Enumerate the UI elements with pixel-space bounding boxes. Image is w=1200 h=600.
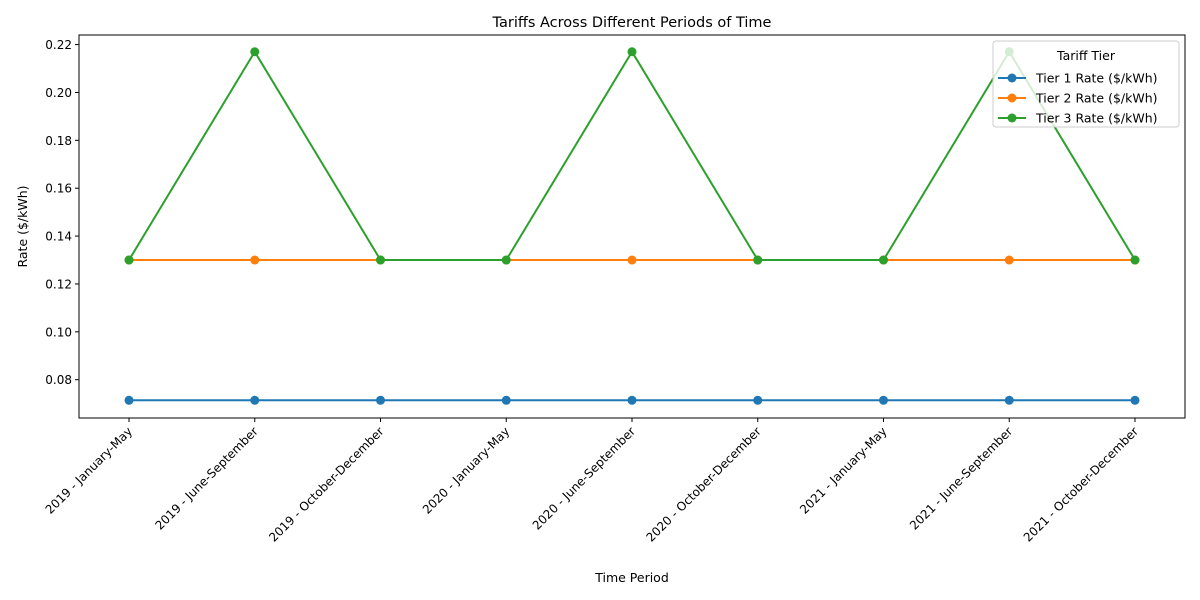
series-3: [124, 47, 1140, 265]
data-point: [376, 395, 385, 405]
data-point: [1004, 255, 1014, 265]
data-point: [879, 255, 888, 265]
data-point: [753, 255, 763, 265]
legend-label: Tier 1 Rate ($/kWh): [1035, 71, 1158, 86]
data-point: [1130, 255, 1140, 265]
y-axis-label: Rate ($/kWh): [15, 185, 30, 267]
x-tick-label: 2019 - June-September: [152, 424, 260, 532]
y-tick-label: 0.18: [45, 134, 72, 148]
legend-item: Tier 2 Rate ($/kWh): [998, 91, 1158, 106]
legend-swatch-marker: [1007, 73, 1017, 83]
data-point: [501, 395, 511, 405]
series-layer: [124, 47, 1140, 405]
data-point: [1004, 395, 1014, 405]
y-tick-label: 0.20: [45, 86, 72, 100]
x-tick-label: 2021 - October-December: [1021, 424, 1141, 544]
data-point: [879, 395, 888, 405]
x-tick-label: 2021 - June-September: [907, 424, 1015, 532]
y-tick-label: 0.16: [45, 182, 72, 196]
legend-swatch-marker: [1007, 93, 1017, 103]
y-tick-label: 0.12: [45, 277, 72, 291]
x-axis: 2019 - January-May 2019 - June-September 2…: [43, 418, 1141, 545]
x-tick-label: 2020 - October-December: [643, 424, 763, 544]
data-point: [753, 395, 763, 405]
y-tick-label: 0.14: [45, 230, 72, 244]
data-point: [627, 395, 637, 405]
data-point: [376, 255, 385, 265]
x-tick-label: 2021 - January-May: [797, 424, 890, 517]
data-point: [124, 395, 134, 405]
legend-box: [992, 40, 1180, 128]
data-point: [250, 47, 260, 57]
data-point: [250, 255, 260, 265]
y-tick-label: 0.22: [45, 38, 72, 52]
series-2: [124, 255, 1140, 265]
x-axis-label: Time Period: [594, 570, 669, 585]
legend-swatch-marker: [1007, 113, 1017, 123]
y-tick-label: 0.08: [45, 373, 72, 387]
x-tick-label: 2019 - October-December: [266, 424, 386, 544]
x-tick-label: 2019 - January-May: [43, 424, 136, 517]
legend-title: Tariff Tier: [1056, 48, 1116, 63]
x-tick-label: 2020 - January-May: [420, 424, 513, 517]
chart-title: Tariffs Across Different Periods of Time: [492, 15, 772, 31]
legend-item: Tier 3 Rate ($/kWh): [998, 111, 1158, 126]
data-point: [124, 255, 134, 265]
x-tick-label: 2020 - June-September: [530, 424, 638, 532]
legend-label: Tier 2 Rate ($/kWh): [1035, 91, 1158, 106]
series-line: [128, 50, 1136, 262]
data-point: [1130, 395, 1140, 405]
data-point: [627, 255, 637, 265]
data-point: [627, 47, 637, 57]
y-tick-label: 0.10: [45, 325, 72, 339]
legend-label: Tier 3 Rate ($/kWh): [1035, 111, 1158, 126]
data-point: [501, 255, 511, 265]
series-1: [124, 395, 1140, 405]
legend-item: Tier 1 Rate ($/kWh): [998, 71, 1158, 86]
legend: Tariff Tier Tier 1 Rate ($/kWh) Tier 2 Ra…: [992, 40, 1180, 128]
y-axis: 0.08 0.10 0.12 0.14 0.16 0.18 0.20 0.22: [45, 38, 79, 387]
data-point: [250, 395, 260, 405]
